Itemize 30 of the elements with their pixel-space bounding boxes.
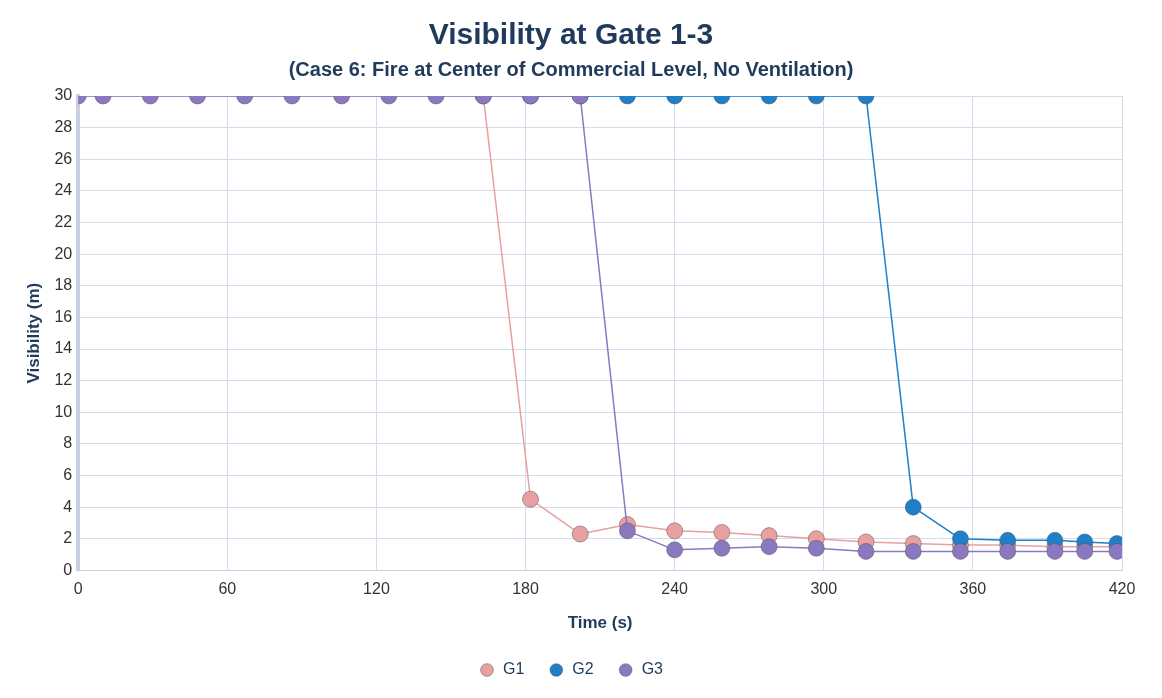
y-tick-label: 10: [54, 402, 73, 420]
y-axis-title: Visibility (m): [23, 282, 43, 384]
legend-label: G2: [572, 660, 594, 678]
x-tick-label: 120: [363, 580, 390, 598]
y-tick-label: 2: [63, 529, 73, 547]
y-tick-label: 12: [54, 371, 73, 389]
y-tick-label: 22: [54, 212, 73, 230]
x-tick-label: 60: [218, 580, 237, 598]
chart-subtitle: (Case 6: Fire at Center of Commercial Level, No Ventilation): [288, 57, 854, 80]
legend-label: G1: [502, 660, 525, 678]
y-tick-label: 28: [54, 118, 73, 136]
y-tick-label: 14: [54, 339, 73, 357]
y-tick-label: 6: [63, 465, 73, 483]
y-tick-label: 18: [54, 276, 73, 294]
x-tick-label: 420: [1108, 580, 1136, 598]
y-tick-label: 16: [54, 307, 73, 325]
y-tick-label: 26: [54, 149, 73, 167]
x-tick-label: 240: [661, 580, 689, 598]
chart-title: Visibility at Gate 1-3: [428, 17, 714, 51]
x-tick-label: 300: [810, 580, 838, 598]
y-tick-label: 24: [54, 181, 73, 199]
y-tick-label: 0: [63, 560, 73, 578]
x-tick-label: 180: [512, 580, 539, 598]
x-tick-label: 360: [959, 580, 987, 598]
y-tick-label: 20: [54, 244, 73, 262]
legend-label: G3: [641, 660, 664, 678]
y-tick-label: 4: [63, 497, 73, 515]
y-tick-label: 8: [63, 434, 73, 452]
x-axis-title: Time (s): [567, 613, 633, 633]
y-tick-label: 30: [54, 86, 73, 104]
